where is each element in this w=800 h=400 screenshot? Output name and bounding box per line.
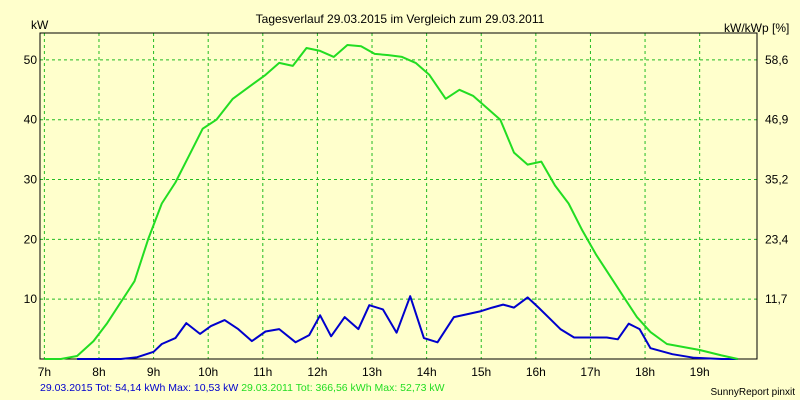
- x-tick-label: 14h: [417, 365, 437, 379]
- x-tick-label: 11h: [253, 365, 272, 379]
- y-right-tick-label: 23,4: [765, 232, 789, 246]
- y-right-tick-label: 11,7: [765, 292, 788, 306]
- y-axis-left-label: kW: [31, 18, 49, 32]
- y-left-tick-label: 50: [24, 53, 38, 67]
- x-tick-label: 13h: [362, 365, 382, 379]
- x-tick-label: 10h: [198, 365, 218, 379]
- grid-lines: [40, 33, 757, 359]
- y-left-tick-label: 20: [24, 232, 38, 246]
- x-tick-label: 15h: [471, 365, 491, 379]
- legend-2011-summary: 29.03.2011 Tot: 366,56 kWh Max: 52,73 kW: [241, 382, 445, 394]
- plot-frame: [39, 32, 758, 360]
- x-tick-label: 18h: [635, 365, 655, 379]
- x-tick-label: 19h: [690, 365, 710, 379]
- credit-text: SunnyReport pinxit: [710, 387, 796, 398]
- y-left-tick-label: 40: [24, 113, 38, 127]
- series-lines: [44, 44, 739, 360]
- x-tick-label: 8h: [92, 365, 105, 379]
- x-tick-label: 7h: [38, 365, 51, 379]
- x-axis-ticks: 7h 8h 9h 10h 11h 12h 13h 14h 15h 16h 17h 18h 19h: [38, 365, 710, 379]
- legend-footer: 29.03.2015 Tot: 54,14 kWh Max: 10,53 kW …: [40, 382, 445, 394]
- y-left-tick-label: 30: [24, 173, 38, 187]
- x-tick-label: 16h: [526, 365, 546, 379]
- x-tick-label: 9h: [147, 365, 160, 379]
- y-axis-right-ticks: 11,7 23,4 35,2 46,9 58,6: [765, 53, 789, 306]
- series-line-29.03.2015: [77, 295, 738, 360]
- x-tick-label: 12h: [307, 365, 327, 379]
- plot-border: [39, 32, 758, 360]
- series-line-29.03.2011: [44, 44, 739, 360]
- x-tick-label: 17h: [580, 365, 600, 379]
- y-right-tick-label: 46,9: [765, 113, 789, 127]
- legend-2015-summary: 29.03.2015 Tot: 54,14 kWh Max: 10,53 kW: [40, 382, 239, 394]
- chart-title: Tagesverlauf 29.03.2015 im Vergleich zum…: [255, 12, 545, 26]
- y-right-tick-label: 35,2: [765, 173, 789, 187]
- y-axis-left-ticks: 10 20 30 40 50: [24, 53, 38, 306]
- y-right-tick-label: 58,6: [765, 53, 789, 67]
- y-left-tick-label: 10: [24, 292, 38, 306]
- y-axis-right-label: kW/kWp [%]: [724, 21, 790, 35]
